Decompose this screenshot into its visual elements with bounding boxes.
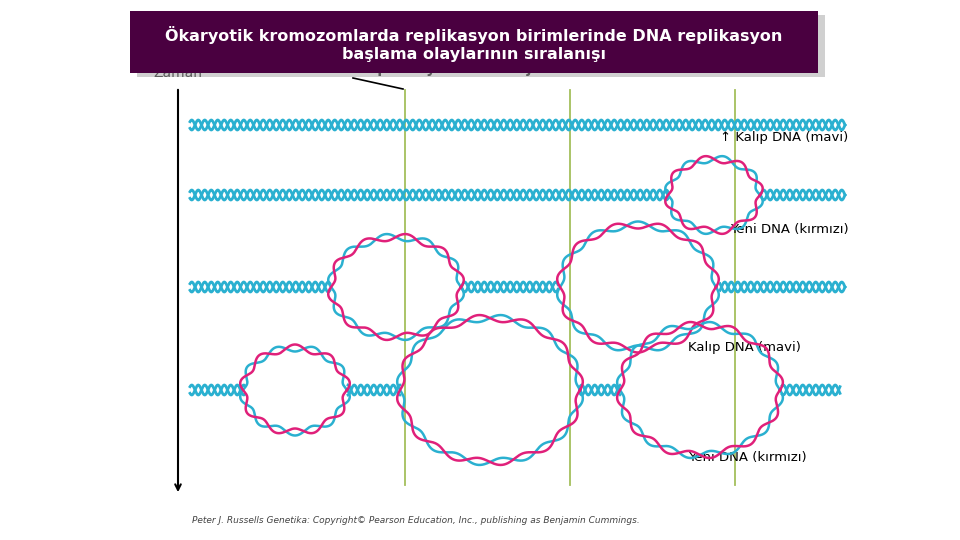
Text: Ökaryotik kromozomlarda replikasyon birimlerinde DNA replikasyon: Ökaryotik kromozomlarda replikasyon biri… xyxy=(165,26,782,44)
Text: Yeni DNA (kırmızı): Yeni DNA (kırmızı) xyxy=(730,224,849,237)
Text: Peter J. Russells Genetika: Copyright© Pearson Education, Inc., publishing as Be: Peter J. Russells Genetika: Copyright© P… xyxy=(192,516,639,525)
Text: başlama olaylarının sıralanışı: başlama olaylarının sıralanışı xyxy=(342,48,606,63)
Text: Replikasyon birim orjinleri: Replikasyon birim orjinleri xyxy=(356,61,574,76)
Text: Kalıp DNA (mavi): Kalıp DNA (mavi) xyxy=(688,341,801,354)
Text: Zaman: Zaman xyxy=(154,66,203,80)
FancyBboxPatch shape xyxy=(137,15,825,77)
Text: Yeni DNA (kırmızı): Yeni DNA (kırmızı) xyxy=(688,451,806,464)
FancyBboxPatch shape xyxy=(130,11,818,73)
Text: ↑ Kalıp DNA (mavi): ↑ Kalıp DNA (mavi) xyxy=(720,132,849,145)
